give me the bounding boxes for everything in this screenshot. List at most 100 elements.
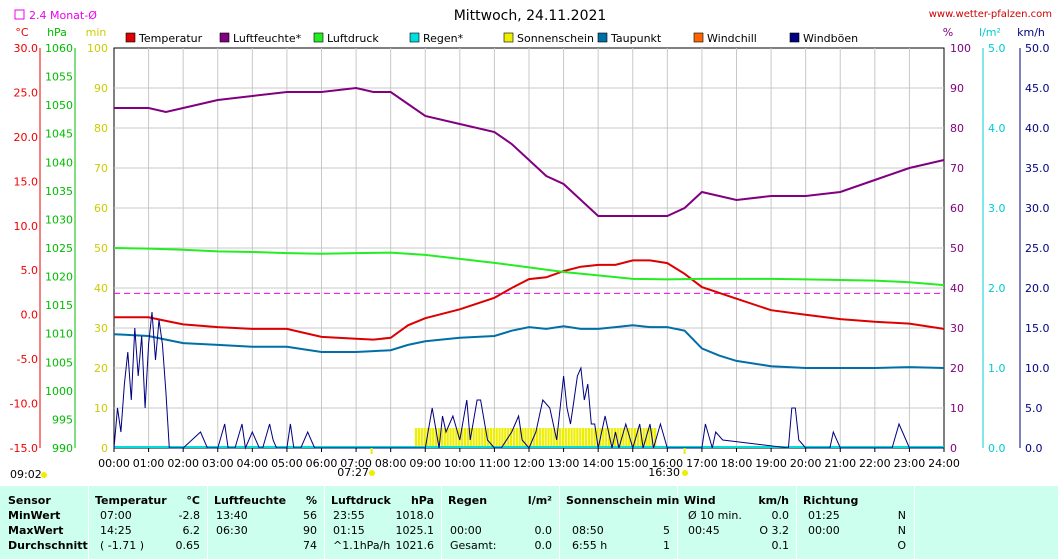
sunshine-bar [495,428,498,448]
wind-tick-label: 25.0 [1025,242,1050,255]
stat-hum-t: 13:40 [216,509,248,522]
wind-tick-label: 50.0 [1025,42,1050,55]
x-tick-label: 12:00 [513,457,545,470]
sunshine-bar [607,428,611,448]
legend-label: Luftdruck [327,32,379,45]
sunshine-bar [622,428,625,448]
header-hum: Luftfeuchte [214,494,287,507]
sunshine-bar [616,428,619,448]
temperature-tick-label: 30.0 [14,42,39,55]
pressure-tick-label: 1030 [45,213,73,226]
pressure-tick-label: 1025 [45,242,73,255]
sunshine-tick-label: 20 [94,362,108,375]
stat-temp-t: 14:25 [100,524,132,537]
sunshine-bar [590,428,593,448]
pressure-unit: hPa [47,26,67,39]
sunshine-bar [486,428,490,448]
humidity-tick-label: 60 [950,202,964,215]
legend-swatch [219,32,230,43]
stat-hum-t: 06:30 [216,524,248,537]
sunshine-bar [521,428,524,448]
sunshine-tick-label: 10 [94,402,108,415]
stat-dir-v: O [897,539,906,552]
sunshine-bar [533,428,536,448]
stat-sun-t: 6:55 h [572,539,608,552]
stat-dir-v: N [897,509,906,522]
stat-temp-t: ( -1.71 ) [100,539,145,552]
col-separator [324,486,325,559]
header-sun: Sonnenschein min [566,494,680,507]
rain-tick-label: 4.0 [988,122,1006,135]
site-link[interactable]: www.wetter-pfalzen.com [929,9,1052,20]
sunshine-bar [455,428,458,448]
stat-temp-v: 6.2 [182,524,201,537]
pressure-tick-label: 1045 [45,128,73,141]
x-tick-label: 23:00 [894,457,926,470]
wind-tick-label: 0.0 [1025,442,1043,455]
temperature-tick-label: -5.0 [17,353,38,366]
sunshine-bar [498,428,501,448]
x-tick-label: 22:00 [859,457,891,470]
stat-rain-v: 0.0 [534,524,553,537]
wind-tick-label: 20.0 [1025,282,1050,295]
temperature-tick-label: 25.0 [14,86,39,99]
x-tick-label: 18:00 [721,457,753,470]
wind-tick-label: 15.0 [1025,322,1050,335]
sunshine-bar [452,428,455,448]
sunshine-bar [654,428,657,448]
header-dir: Richtung [803,494,859,507]
humidity-tick-label: 80 [950,122,964,135]
chart-lines [113,86,945,450]
sunshine-unit: min [86,26,107,39]
x-tick-label: 11:00 [479,457,511,470]
series-taupunkt [113,324,945,369]
wind-tick-label: 10.0 [1025,362,1050,375]
sunshine-bar [610,428,614,448]
stat-wind-t: 00:45 [688,524,720,537]
sunshine-bar [567,428,570,448]
legend-swatch [125,32,136,43]
x-tick-label: 06:00 [306,457,338,470]
sunshine-bar [530,428,533,448]
sunshine-bar [501,428,504,448]
wind-tick-label: 40.0 [1025,122,1050,135]
header-rain-unit: l/m² [527,494,552,507]
header-temp-unit: °C [186,494,200,507]
sunshine-bar [420,428,423,448]
legend-label: Sonnenschein [517,32,594,45]
sunshine-bar [593,428,596,448]
stat-dir-v: N [897,524,906,537]
sunshine-bar [579,428,582,448]
stat-temp-v: -2.8 [178,509,200,522]
temperature-tick-label: 5.0 [21,264,39,277]
pressure-tick-label: 1020 [45,271,73,284]
monthly-avg-label: 2.4 Monat-Ø [29,9,97,22]
series-temperatur [114,259,945,341]
stat-dir-t: 01:25 [808,509,840,522]
legend-label: Windböen [803,32,858,45]
sunshine-bar [432,428,435,448]
x-tick-label: 08:00 [375,457,407,470]
stat-label: Durchschnitt [8,539,88,552]
stat-rain-t: Gesamt: [450,539,497,552]
col-separator [441,486,442,559]
stat-label: MaxWert [8,524,64,537]
sunshine-bar [481,428,484,448]
sunshine-bar [596,428,599,448]
humidity-tick-label: 20 [950,362,964,375]
sunshine-bar [489,428,493,448]
pressure-tick-label: 1050 [45,99,73,112]
sunshine-bar [449,428,452,448]
x-tick-label: 20:00 [790,457,822,470]
sunshine-bar [613,428,616,448]
humidity-tick-label: 10 [950,402,964,415]
stat-press-v: 1018.0 [395,509,435,522]
x-tick-label: 14:00 [582,457,614,470]
sunshine-bar [576,428,579,448]
legend-swatch [597,32,608,43]
humidity-tick-label: 50 [950,242,964,255]
header-wind: Wind [684,494,716,507]
sunshine-bar [504,428,507,448]
temperature-tick-label: 10.0 [14,220,39,233]
header-hum-unit: % [305,494,317,507]
